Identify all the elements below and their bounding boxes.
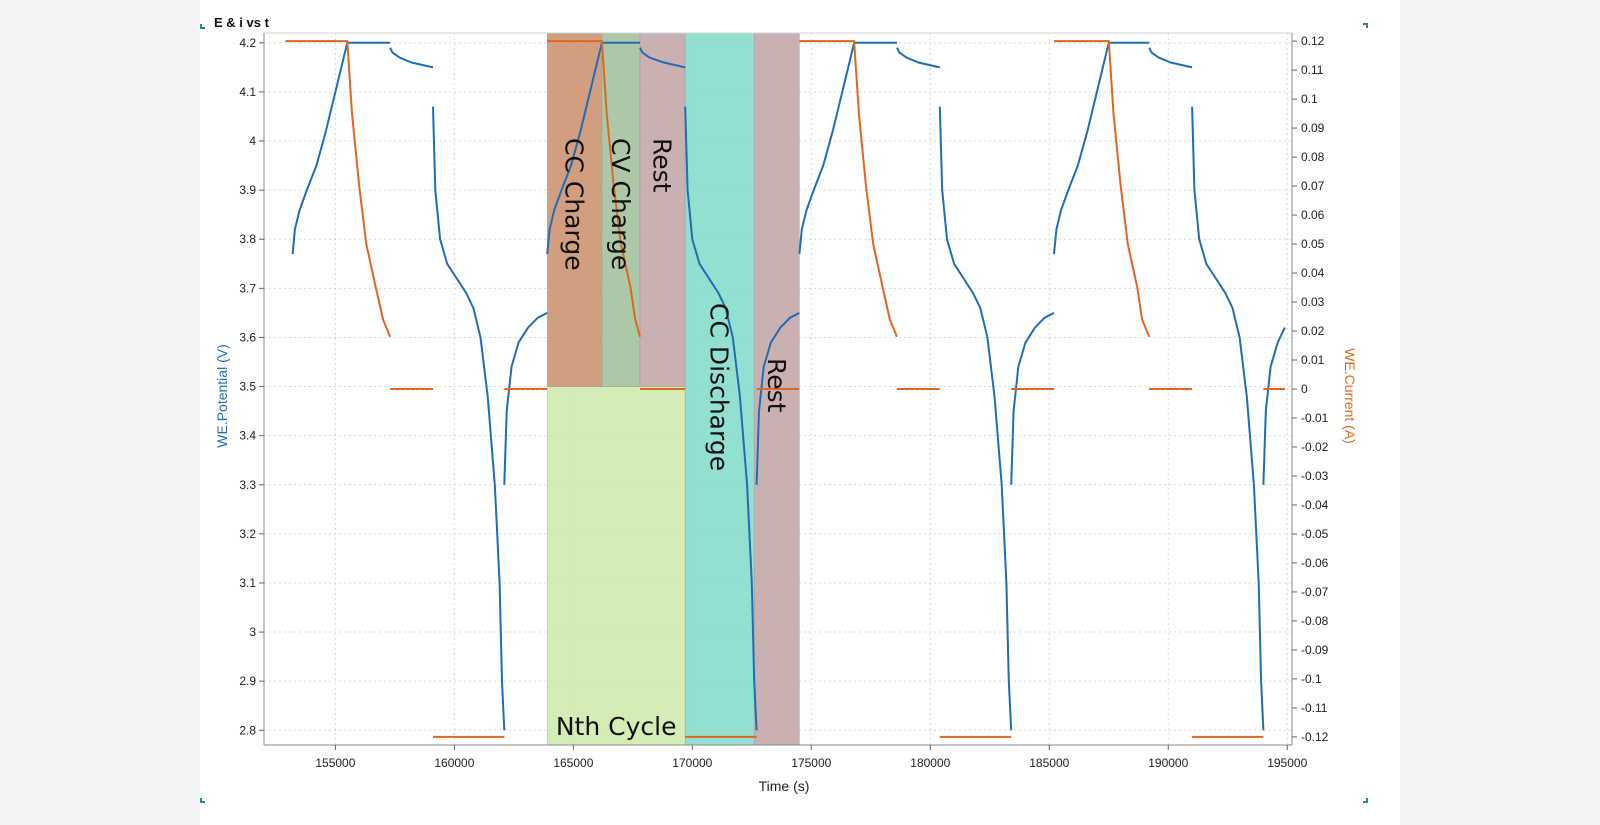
y-tick-label: 2.8	[239, 723, 256, 737]
x-tick-label: 195000	[1267, 756, 1307, 770]
y2-tick-label: -0.04	[1301, 498, 1329, 512]
y-tick-label: 4	[249, 134, 256, 148]
y2-tick-label: -0.1	[1301, 672, 1322, 686]
y-tick-label: 3.1	[239, 576, 256, 590]
y2-tick-label: -0.09	[1301, 643, 1329, 657]
y2-tick-label: -0.08	[1301, 614, 1329, 628]
y-tick-label: 3.4	[239, 429, 256, 443]
x-tick-label: 165000	[553, 756, 593, 770]
y2-axis-label: WE.Current (A)	[1342, 348, 1358, 444]
tick-labels: 155000 160000 165000 170000 175000 180000 1850…	[239, 34, 1328, 770]
phase-band	[601, 32, 641, 387]
potential-line	[389, 47, 434, 69]
phase-labels: Nth Cycle CC Charge CV Charge Rest CC Discha…	[556, 138, 791, 741]
y-tick-label: 3.7	[239, 281, 256, 295]
chart: 155000 160000 165000 170000 175000 180000 1850…	[200, 15, 1368, 803]
x-tick-label: 175000	[791, 756, 831, 770]
current-line	[799, 40, 898, 338]
y2-tick-label: -0.01	[1301, 411, 1329, 425]
y-tick-label: 3.6	[239, 330, 256, 344]
y2-tick-label: 0.04	[1301, 266, 1325, 280]
y-tick-label: 3.9	[239, 183, 256, 197]
y2-tick-label: 0.08	[1301, 150, 1325, 164]
y2-tick-label: -0.12	[1301, 730, 1329, 744]
potential-line	[1191, 106, 1265, 731]
y-tick-label: 4.2	[239, 36, 256, 50]
y2-tick-label: 0.05	[1301, 237, 1325, 251]
potential-line	[1010, 312, 1055, 485]
potential-line	[938, 106, 1013, 731]
y-tick-label: 3	[249, 625, 256, 639]
y2-tick-label: -0.05	[1301, 527, 1329, 541]
y2-tick-label: -0.03	[1301, 469, 1329, 483]
phase-band	[546, 386, 686, 746]
potential-line	[432, 106, 506, 731]
y2-tick-label: -0.07	[1301, 585, 1329, 599]
y-tick-label: 3.5	[239, 380, 256, 394]
phase-label: Rest	[762, 358, 791, 413]
potential-line	[798, 41, 897, 255]
series-lines	[285, 40, 1286, 738]
potential-line	[1262, 327, 1286, 485]
phase-label: CC Discharge	[705, 303, 734, 471]
phase-bands	[546, 32, 800, 746]
x-tick-label: 190000	[1148, 756, 1188, 770]
y2-tick-label: 0.07	[1301, 179, 1325, 193]
y2-tick-label: -0.06	[1301, 556, 1329, 570]
chart-frame: 155000 160000 165000 170000 175000 180000 1850…	[200, 0, 1400, 825]
y2-tick-label: 0.03	[1301, 295, 1325, 309]
current-line	[547, 40, 641, 338]
y-tick-label: 2.9	[239, 674, 256, 688]
x-tick-label: 170000	[672, 756, 712, 770]
phase-label: CC Charge	[560, 138, 589, 271]
y2-tick-label: 0.11	[1301, 63, 1324, 77]
y2-tick-label: -0.11	[1301, 701, 1328, 715]
potential-line	[1053, 41, 1150, 255]
y-tick-label: 3.8	[239, 232, 256, 246]
potential-line	[755, 312, 800, 485]
y-tick-label: 4.1	[239, 85, 256, 99]
current-line	[285, 40, 392, 338]
corner-marker	[1363, 798, 1368, 803]
y-tick-label: 3.2	[239, 527, 256, 541]
corner-marker	[200, 798, 205, 803]
phase-label: Nth Cycle	[556, 712, 677, 741]
x-axis-label: Time (s)	[759, 778, 810, 794]
potential-line	[546, 41, 640, 255]
y2-tick-label: 0	[1301, 382, 1308, 396]
y2-tick-label: 0.1	[1301, 92, 1318, 106]
potential-line	[1148, 47, 1193, 69]
axes	[200, 23, 1368, 803]
y-axis-label: WE.Potential (V)	[214, 344, 230, 447]
x-tick-label: 160000	[434, 756, 474, 770]
corner-marker	[200, 24, 205, 29]
phase-band	[546, 32, 603, 387]
y2-tick-label: 0.02	[1301, 324, 1325, 338]
phase-label: Rest	[648, 138, 677, 193]
y2-tick-label: 0.12	[1301, 34, 1325, 48]
chart-title: E & i vs t	[214, 15, 270, 30]
potential-line	[639, 47, 686, 69]
phase-band	[684, 32, 755, 746]
potential-line	[896, 47, 941, 69]
y-tick-label: 3.3	[239, 478, 256, 492]
x-tick-label: 180000	[910, 756, 950, 770]
corner-marker	[1363, 23, 1368, 28]
phase-label: CV Charge	[606, 138, 635, 270]
y2-tick-label: 0.06	[1301, 208, 1325, 222]
y2-tick-label: -0.02	[1301, 440, 1329, 454]
x-tick-label: 155000	[315, 756, 355, 770]
phase-band	[639, 32, 686, 387]
y2-tick-label: 0.01	[1301, 353, 1325, 367]
current-line	[1054, 40, 1151, 338]
potential-line	[291, 41, 391, 255]
potential-line	[684, 106, 758, 731]
y2-tick-label: 0.09	[1301, 121, 1325, 135]
potential-line	[503, 312, 548, 485]
x-tick-label: 185000	[1029, 756, 1069, 770]
